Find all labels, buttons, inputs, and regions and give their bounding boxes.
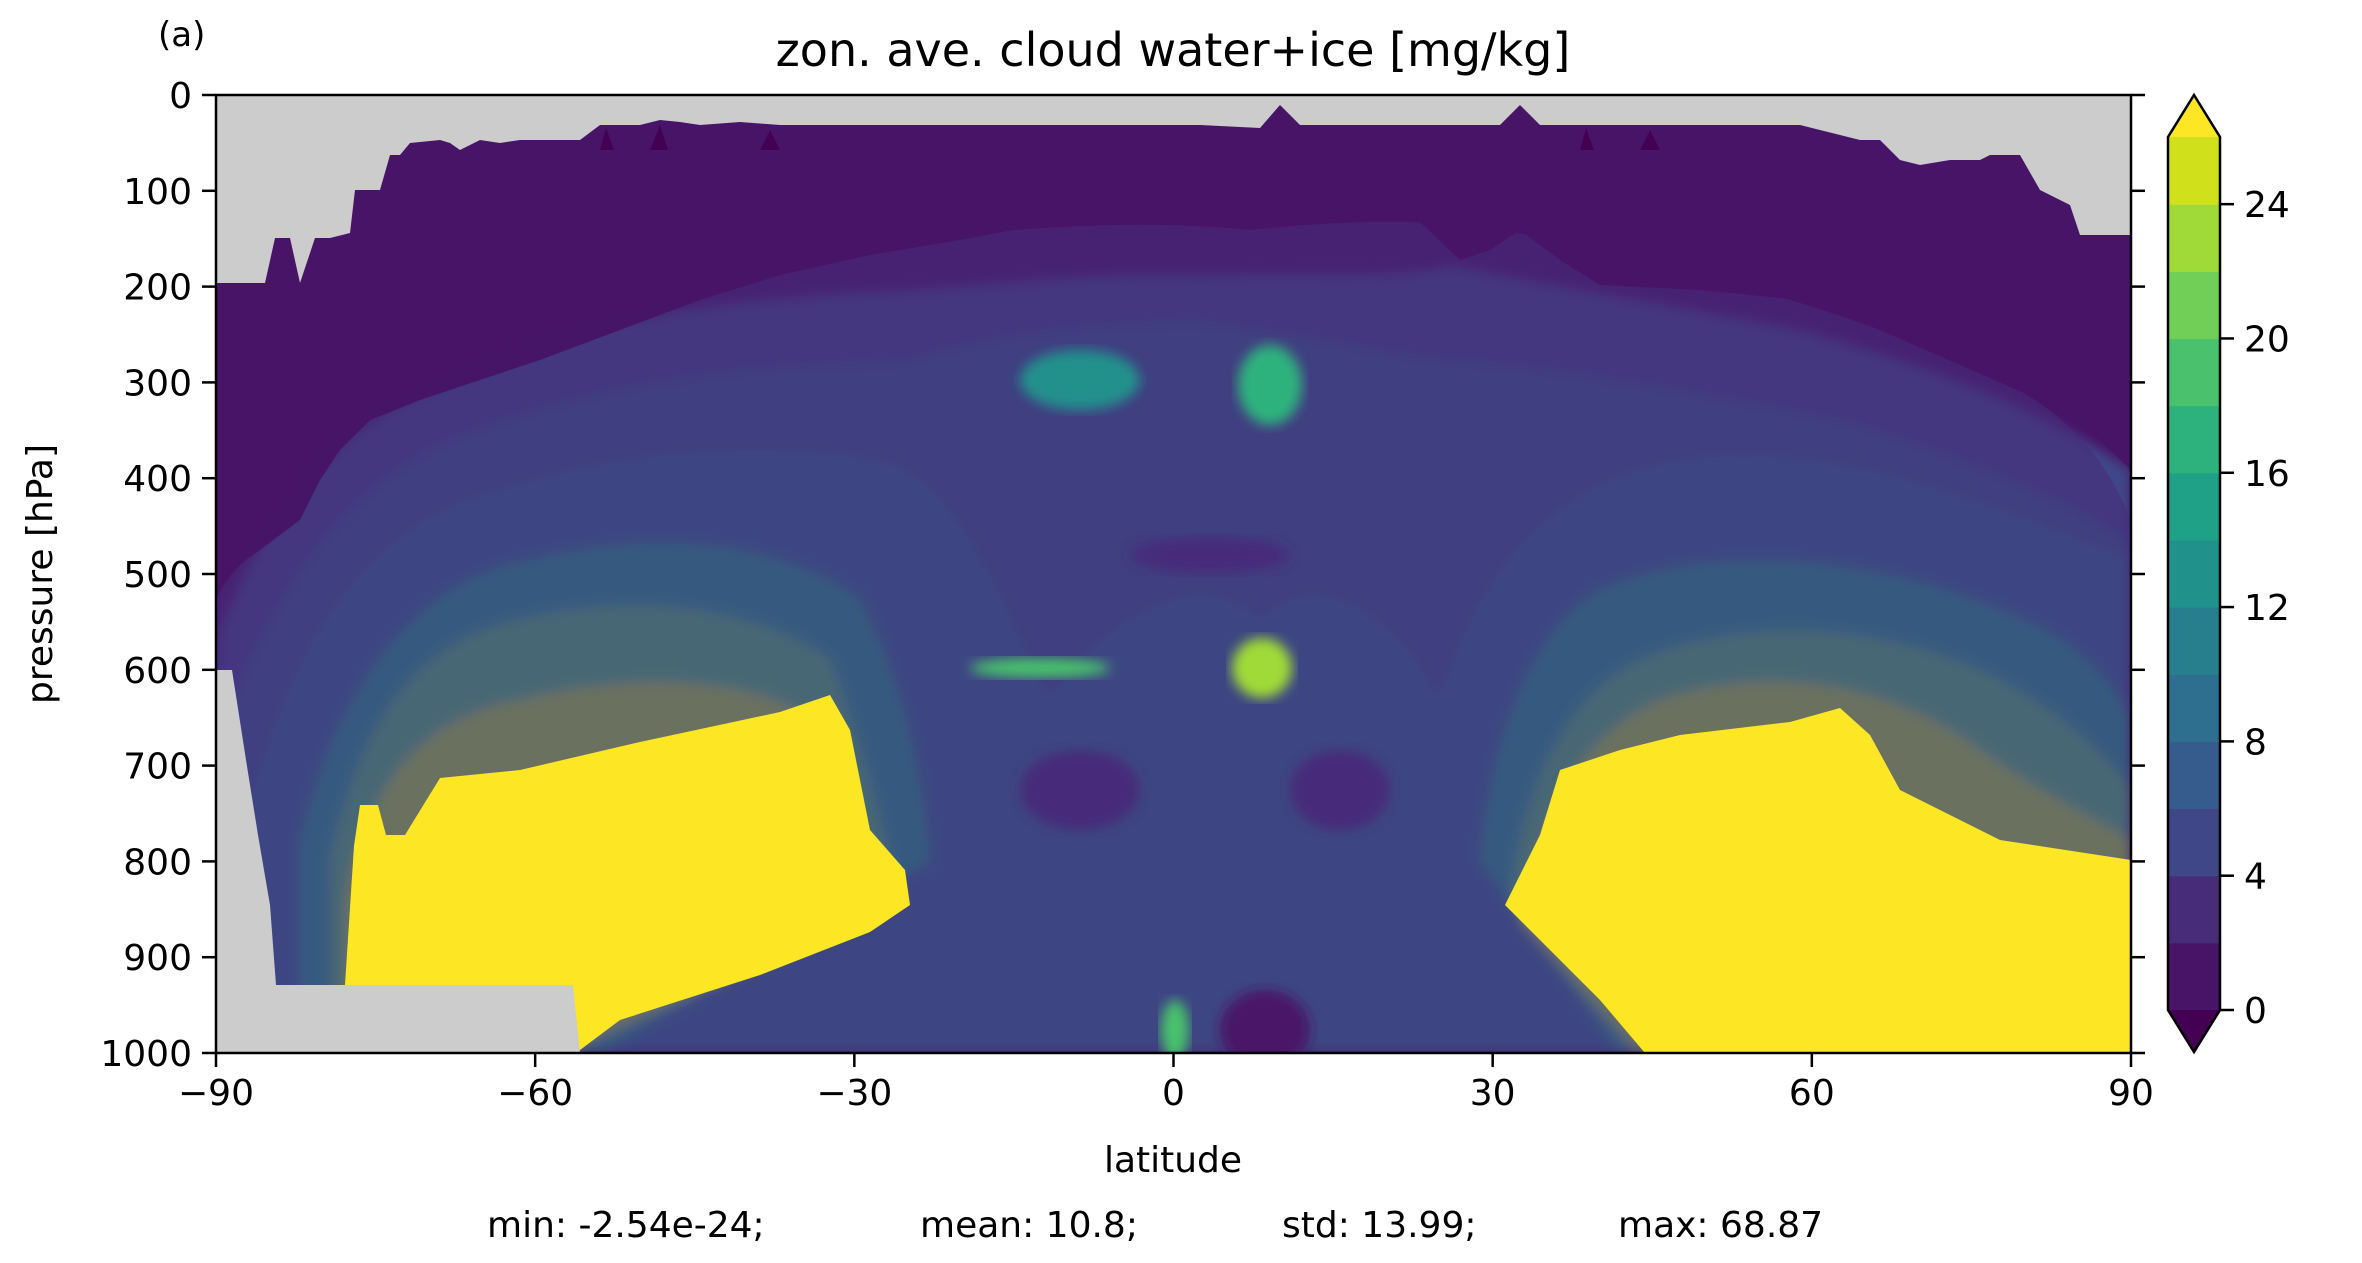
contour-band-600 [970,658,1110,678]
stat-min: min: -2.54e-24; [487,1205,765,1246]
contour-min-lower-east [1290,750,1390,830]
chart-title: zon. ave. cloud water+ice [mg/kg] [776,23,1571,77]
x-tick-label: 0 [1162,1073,1185,1114]
missing-data-south [216,670,580,1053]
y-tick-label: 700 [123,747,192,788]
colorbar-band [2168,405,2220,474]
colorbar-band [2168,472,2220,541]
colorbar-band [2168,271,2220,340]
colorbar-tick-label: 24 [2244,185,2290,226]
contour-core-upper-west [1020,350,1140,410]
x-tick-label: −90 [178,1073,254,1114]
colorbar-band [2168,808,2220,877]
colorbar-band [2168,539,2220,608]
contour-core-upper-center [1238,345,1302,425]
contour-max-surface [1161,1000,1189,1053]
x-axis-label: latitude [1104,1140,1242,1181]
plot-area: −90 −60 −30 0 30 60 90 0 100 200 300 400 500 600 700 8… [20,76,2154,1181]
contour-min-lower-west [1020,750,1140,830]
y-axis-label: pressure [hPa] [20,444,61,704]
colorbar-extend-under [2168,1010,2220,1052]
x-tick-label: −60 [497,1073,573,1114]
colorbar-band [2168,137,2220,205]
colorbar-tick-label: 16 [2244,454,2290,495]
stat-std: std: 13.99; [1282,1205,1477,1246]
y-tick-label: 1000 [100,1034,192,1075]
y-tick-label: 0 [169,76,192,117]
colorbar: 0 4 8 12 16 20 24 [2166,92,2290,1055]
y-axis: 0 100 200 300 400 500 600 700 800 900 1000 [100,76,216,1075]
colorbar-band [2168,942,2220,1011]
y-tick-label: 200 [123,268,192,309]
y-tick-label: 800 [123,842,192,883]
colorbar-band [2168,674,2220,742]
summary-stats: min: -2.54e-24; mean: 10.8; std: 13.99; … [0,1205,2362,1255]
y-axis-right-ticks [2131,93,2145,1055]
x-tick-label: 90 [2108,1073,2154,1114]
x-tick-label: 60 [1789,1073,1835,1114]
colorbar-band [2168,607,2220,675]
colorbar-tick-label: 20 [2244,319,2290,360]
contour-core-mid-center [1232,638,1292,698]
x-tick-label: −30 [816,1073,892,1114]
panel-label: (a) [158,15,205,55]
colorbar-tick-label: 8 [2244,722,2267,763]
colorbar-band [2168,338,2220,407]
y-tick-label: 500 [123,555,192,596]
contour-upper-0-2 [216,95,2131,600]
y-tick-label: 600 [123,651,192,692]
contour-min-surface [1220,990,1310,1053]
stat-max: max: 68.87 [1618,1205,1824,1246]
colorbar-band [2168,741,2220,810]
colorbar-tick-label: 4 [2244,857,2267,898]
x-tick-label: 30 [1470,1073,1516,1114]
contour-min-mid-center [1130,537,1290,573]
y-tick-label: 900 [123,938,192,979]
contour-field [216,95,2131,1053]
colorbar-extend-over [2168,95,2220,137]
stat-mean: mean: 10.8; [920,1205,1138,1246]
contour-over-east [1505,708,2131,1053]
missing-data-top [216,95,2131,283]
y-tick-label: 400 [123,459,192,500]
colorbar-band [2168,875,2220,944]
y-tick-label: 300 [123,363,192,404]
colorbar-tick-label: 12 [2244,588,2290,629]
contour-over-west [345,695,910,1053]
y-tick-label: 100 [123,172,192,213]
x-axis: −90 −60 −30 0 30 60 90 [178,1053,2154,1114]
colorbar-band [2168,204,2220,272]
colorbar-tick-label: 0 [2244,991,2267,1032]
